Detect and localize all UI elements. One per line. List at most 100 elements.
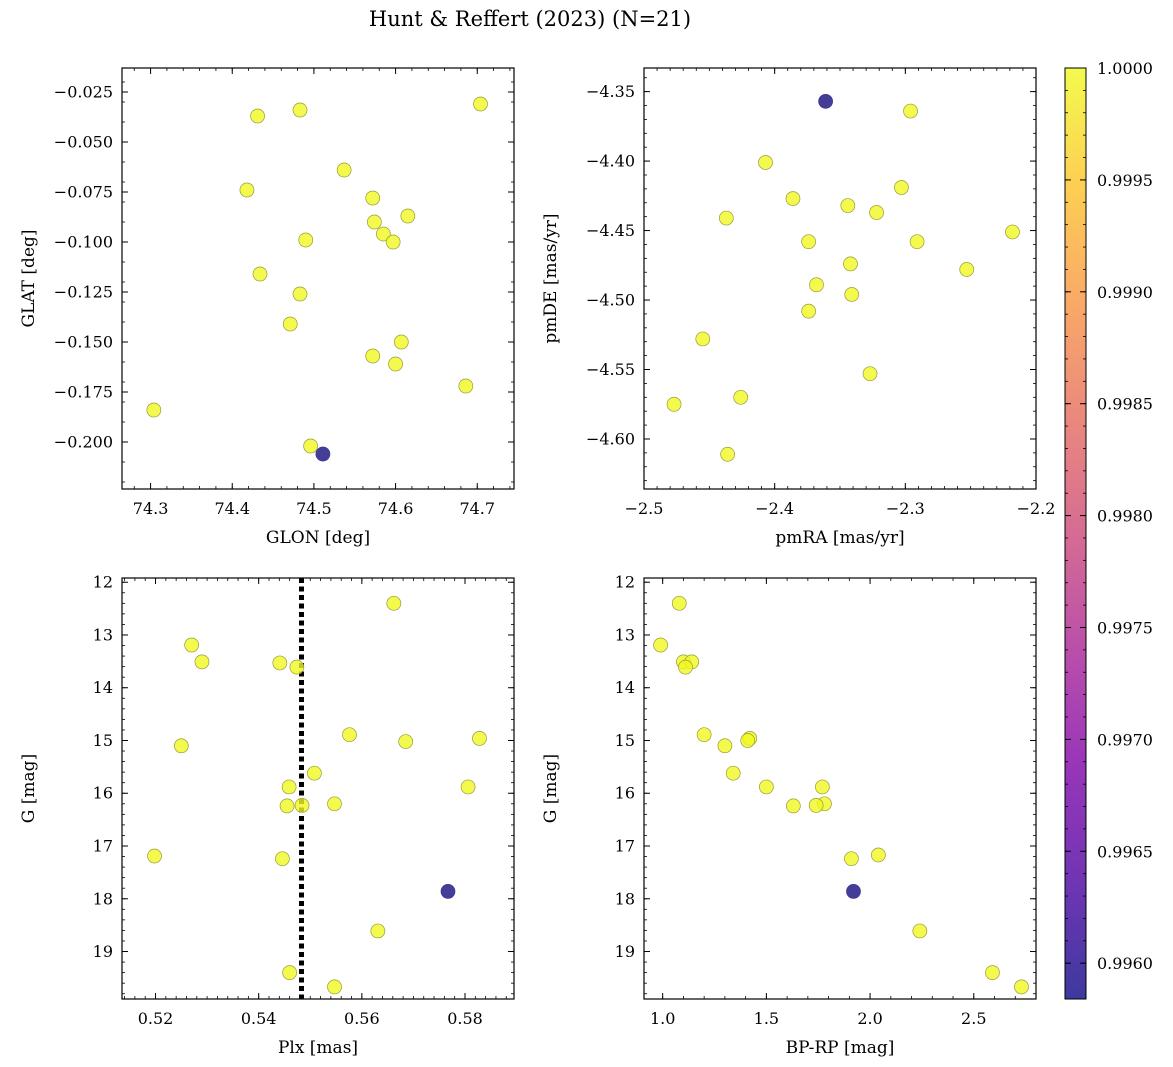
y-tick-label: −4.40 <box>586 152 635 171</box>
data-point <box>844 287 860 302</box>
data-point <box>678 659 693 675</box>
y-tick-label: −0.025 <box>54 83 113 102</box>
x-tick-label: 0.56 <box>344 1009 380 1028</box>
data-point-outlier <box>818 93 833 109</box>
data-point <box>194 654 210 670</box>
y-tick-label: 18 <box>93 889 113 908</box>
data-point <box>809 277 824 293</box>
data-point <box>785 191 801 206</box>
y-tick-label: 17 <box>93 837 113 856</box>
colorbar: 0.9960 0.9965 0.9970 0.9975 0.9980 0.9985 0.99… <box>1064 59 1153 1000</box>
colorbar-tick-label: 0.9960 <box>1097 954 1153 973</box>
data-point <box>388 356 403 372</box>
data-point <box>473 96 488 112</box>
data-point <box>903 103 918 119</box>
data-point <box>458 378 474 394</box>
colorbar-tick-label: 0.9975 <box>1097 618 1153 637</box>
data-point <box>725 765 741 781</box>
data-point <box>720 446 735 462</box>
colorbar-tick-label: 0.9995 <box>1097 171 1153 190</box>
data-point <box>460 779 476 795</box>
y-tick-label: 15 <box>93 731 113 750</box>
data-point <box>327 979 342 995</box>
data-point <box>385 234 401 250</box>
x-tick-label: 0.58 <box>447 1009 483 1028</box>
data-point <box>871 847 886 863</box>
data-point-outlier <box>315 446 331 462</box>
data-point <box>365 190 381 206</box>
data-point <box>239 182 255 198</box>
x-tick-label: 0.54 <box>241 1009 277 1028</box>
colorbar-gradient <box>1065 68 1086 999</box>
data-point <box>342 727 357 743</box>
y-tick-label: −4.35 <box>586 82 635 101</box>
data-point <box>303 438 318 454</box>
data-point <box>393 334 409 350</box>
x-tick-label: 0.52 <box>138 1009 174 1028</box>
data-point <box>808 798 824 813</box>
colorbar-tick-label: 0.9985 <box>1097 395 1153 414</box>
x-tick-label: 74.4 <box>214 499 250 518</box>
x-tick-label: −2.2 <box>1017 499 1056 518</box>
data-point <box>147 848 162 864</box>
data-point <box>718 210 734 226</box>
panel-bprp-g: 1.0 1.5 2.0 2.5 12 13 14 15 16 17 18 19 BP-RP [mag] G… <box>541 573 1037 1058</box>
y-tick-label: 16 <box>93 784 113 803</box>
colorbar-tick-label: 1.0000 <box>1097 59 1153 78</box>
data-point <box>894 180 909 195</box>
data-point <box>173 738 189 754</box>
x-tick-label: 74.7 <box>459 499 495 518</box>
data-point <box>740 733 756 748</box>
data-point <box>250 108 265 124</box>
data-point <box>282 316 298 332</box>
data-point <box>696 727 712 743</box>
y-axis-label: G [mag] <box>541 754 561 823</box>
data-point <box>292 102 308 118</box>
y-tick-label: 17 <box>615 837 635 856</box>
data-point <box>1005 224 1020 240</box>
y-tick-label: −0.200 <box>54 433 113 452</box>
y-axis-label: GLAT [deg] <box>19 229 39 327</box>
y-tick-label: 16 <box>615 784 635 803</box>
data-point <box>869 205 884 220</box>
x-tick-label: 74.5 <box>296 499 332 518</box>
data-point <box>275 851 290 867</box>
y-tick-label: 14 <box>93 678 113 697</box>
axes-frame <box>121 67 515 490</box>
x-axis-label: GLON [deg] <box>266 528 370 548</box>
y-tick-label: −4.45 <box>586 221 635 240</box>
y-tick-label: −0.175 <box>54 383 113 402</box>
data-point <box>336 162 352 178</box>
data-point <box>272 655 288 671</box>
data-point-outlier <box>846 884 861 899</box>
data-point <box>695 331 711 347</box>
x-tick-label: −2.3 <box>886 499 925 518</box>
x-tick-label: −2.5 <box>625 499 664 518</box>
panel-glon-glat: 74.3 74.4 74.5 74.6 74.7 −0.025 −0.050 −0.075 −0… <box>19 67 515 548</box>
data-point <box>1014 979 1029 995</box>
data-point <box>289 659 305 675</box>
data-point-outlier <box>440 884 456 899</box>
data-point <box>671 595 687 611</box>
x-tick-label: 74.3 <box>133 499 169 518</box>
data-point <box>327 796 342 812</box>
data-point <box>370 923 386 939</box>
x-axis-label: pmRA [mas/yr] <box>775 528 904 548</box>
data-point <box>801 234 816 250</box>
x-tick-label: 1.5 <box>754 1009 779 1028</box>
data-point <box>298 232 314 248</box>
y-tick-label: 12 <box>93 573 113 592</box>
data-point <box>281 779 297 795</box>
panel-pmra-pmde: −2.5 −2.4 −2.3 −2.2 −4.35 −4.40 −4.45 −4.50 −4.5… <box>541 67 1056 548</box>
y-tick-label: −0.125 <box>54 283 113 302</box>
x-tick-label: −2.4 <box>755 499 794 518</box>
data-point <box>666 396 682 412</box>
x-axis-label: BP-RP [mag] <box>786 1038 895 1058</box>
y-tick-label: 13 <box>93 625 113 644</box>
x-axis-label: Plx [mas] <box>278 1038 358 1058</box>
data-point <box>294 798 310 813</box>
data-point <box>146 402 162 418</box>
data-point <box>862 366 878 382</box>
y-tick-label: 14 <box>615 678 635 697</box>
data-point <box>759 779 774 795</box>
